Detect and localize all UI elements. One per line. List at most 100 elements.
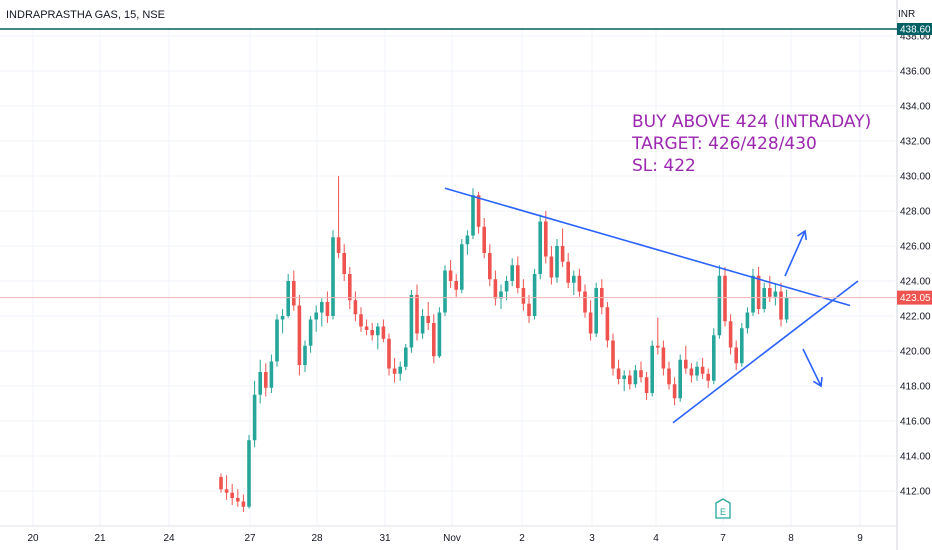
candle xyxy=(488,244,492,287)
candle xyxy=(740,323,744,367)
up-arrow-icon[interactable] xyxy=(784,229,808,277)
down-arrow-icon[interactable] xyxy=(802,348,823,388)
candle-body xyxy=(544,221,548,257)
arrow-head xyxy=(797,229,808,241)
candle xyxy=(773,284,778,306)
candle xyxy=(443,265,447,316)
candle-body xyxy=(751,275,755,313)
candle-body xyxy=(426,316,430,323)
candle-body xyxy=(353,300,358,315)
candle xyxy=(689,363,694,383)
candle xyxy=(588,300,593,341)
arrow-head xyxy=(812,376,823,388)
candles xyxy=(219,176,789,512)
candle-body xyxy=(516,265,520,288)
candle-body xyxy=(404,347,408,367)
y-tick-label: 418.00 xyxy=(900,382,931,393)
candle xyxy=(415,284,419,341)
candle xyxy=(420,309,425,339)
candle xyxy=(499,284,503,309)
candle xyxy=(370,323,374,341)
top-price-label: 438.60 xyxy=(900,25,931,36)
current-price-label: 423.05 xyxy=(900,293,931,304)
candle-body xyxy=(460,244,464,290)
candle xyxy=(667,361,671,390)
candle xyxy=(364,319,369,336)
candle xyxy=(432,314,436,364)
candle-body xyxy=(723,275,727,322)
candle-body xyxy=(269,361,274,388)
current-price-badge xyxy=(897,290,932,305)
trendline[interactable] xyxy=(672,280,859,424)
candle xyxy=(672,377,677,406)
x-tick-label: 2 xyxy=(519,533,525,544)
candle xyxy=(297,295,302,376)
candle-body xyxy=(247,440,251,507)
candle xyxy=(269,354,274,393)
candle-body xyxy=(628,375,632,385)
x-tick-label: 31 xyxy=(379,533,391,544)
candle xyxy=(538,214,542,280)
candle xyxy=(577,268,582,297)
candle xyxy=(650,340,654,397)
candle xyxy=(331,230,335,320)
candle xyxy=(454,274,458,297)
candle xyxy=(745,307,750,334)
candle-body xyxy=(555,246,559,278)
candle-body xyxy=(745,312,750,329)
y-tick-label: 412.00 xyxy=(900,487,931,498)
candle-body xyxy=(236,498,240,502)
candle-body xyxy=(667,368,671,385)
candle-body xyxy=(331,237,335,316)
candle xyxy=(622,370,626,392)
candle xyxy=(532,268,537,320)
candle xyxy=(751,268,755,316)
candle xyxy=(286,274,290,318)
x-tick-label: 28 xyxy=(311,533,323,544)
candle xyxy=(387,333,391,376)
candle-body xyxy=(728,321,733,348)
candle-body xyxy=(605,307,610,341)
candle-body xyxy=(611,340,615,369)
candle xyxy=(460,239,464,294)
candle xyxy=(348,267,352,309)
candle xyxy=(258,359,262,404)
candle-body xyxy=(471,195,475,236)
candle xyxy=(723,267,727,327)
x-tick-label: 24 xyxy=(163,533,175,544)
x-tick-label: 27 xyxy=(244,533,256,544)
candle-body xyxy=(454,281,458,290)
candle xyxy=(264,363,268,397)
candle-body xyxy=(583,291,587,313)
trendline[interactable] xyxy=(444,187,851,307)
candle-body xyxy=(488,253,492,280)
candle xyxy=(381,319,386,343)
y-tick-label: 434.00 xyxy=(900,102,931,113)
candle xyxy=(303,340,307,372)
candle xyxy=(336,176,341,259)
top-price-badge xyxy=(897,23,932,35)
candle-body xyxy=(292,281,296,306)
x-tick-label: 4 xyxy=(653,533,659,544)
candle xyxy=(392,358,397,383)
candle xyxy=(275,314,279,367)
candle-body xyxy=(678,359,682,399)
x-tick-label: 9 xyxy=(857,533,863,544)
candle-body xyxy=(577,275,582,292)
candle-body xyxy=(521,288,526,304)
candle xyxy=(527,295,531,323)
earnings-marker-icon[interactable]: E xyxy=(715,498,731,519)
candle xyxy=(684,345,688,374)
candle xyxy=(678,354,682,402)
trendlines[interactable] xyxy=(444,187,859,424)
candle-body xyxy=(566,261,570,283)
candle-body xyxy=(594,288,598,334)
candle-body xyxy=(644,377,649,393)
annotation-text[interactable]: BUY ABOVE 424 (INTRADAY) TARGET: 426/428… xyxy=(631,112,871,176)
x-tick-label: 3 xyxy=(589,533,595,544)
candle xyxy=(247,435,251,509)
candle xyxy=(409,289,414,353)
